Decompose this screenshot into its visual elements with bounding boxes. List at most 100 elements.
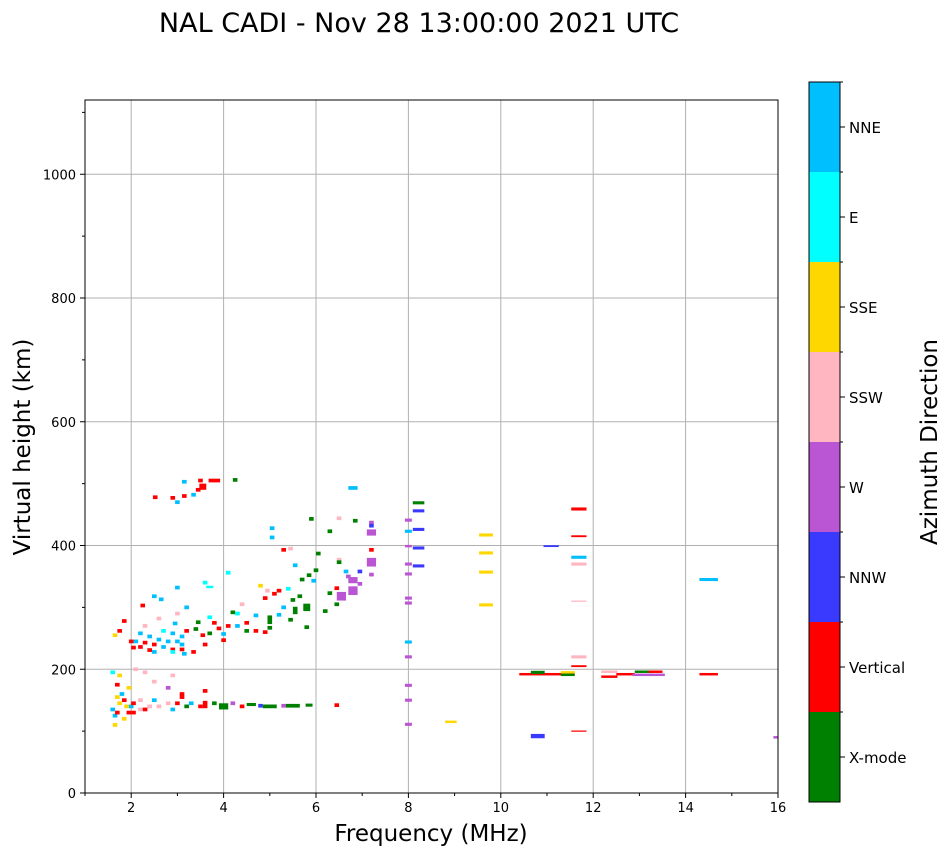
echo-nnw <box>530 733 545 739</box>
echo-vertical <box>175 701 180 706</box>
echo-e <box>206 585 214 589</box>
echo-e <box>285 586 291 591</box>
echo-vertical <box>212 620 217 625</box>
echo-nne <box>343 569 349 574</box>
echo-vertical <box>262 596 268 600</box>
echo-ssw <box>336 516 342 521</box>
echo-sse <box>115 695 120 699</box>
echo-vertical <box>648 670 663 673</box>
echo-w <box>281 703 286 708</box>
x-tick-label: 14 <box>677 801 694 816</box>
echo-x-mode <box>297 594 303 599</box>
echo-ssw <box>151 679 157 684</box>
echo-vertical <box>601 675 618 678</box>
echo-x-mode <box>309 517 314 521</box>
echo-sse <box>117 673 122 678</box>
echo-w <box>346 574 351 579</box>
echo-nne <box>184 605 189 610</box>
colorbar: X-mode Vertical NNW W SSW SSE E NNE <box>808 81 906 803</box>
echo-x-mode <box>322 609 328 613</box>
echo-vertical <box>276 588 282 593</box>
colorbar-swatch-sse <box>809 262 840 352</box>
echo-x-mode <box>193 627 199 631</box>
echo-vertical <box>151 642 157 647</box>
echo-w <box>348 577 358 584</box>
echo-e <box>207 615 213 620</box>
echo-nne <box>571 555 587 559</box>
echo-x-mode <box>292 606 298 615</box>
echo-vertical <box>184 629 189 633</box>
echo-nne <box>175 585 180 590</box>
echo-nne <box>348 486 358 490</box>
echo-vertical <box>195 487 201 492</box>
echo-ssw <box>601 670 618 673</box>
echo-vertical <box>191 650 196 654</box>
echo-ssw <box>571 562 587 566</box>
echo-nne <box>182 479 187 484</box>
echo-nne <box>151 698 157 703</box>
y-tick-label: 600 <box>51 416 76 431</box>
echo-nne <box>170 631 176 636</box>
echo-sse <box>117 701 122 706</box>
echo-nne <box>165 639 171 644</box>
colorbar-swatch-nne <box>809 82 840 172</box>
echo-nne <box>138 631 143 636</box>
echo-sse <box>479 551 493 555</box>
echo-vertical <box>179 647 185 652</box>
echo-nne <box>172 621 178 626</box>
echo-nne <box>175 639 180 644</box>
echo-nne <box>133 639 139 644</box>
echo-x-mode <box>267 625 273 630</box>
echo-vertical <box>239 704 245 709</box>
echo-nnw <box>258 703 263 708</box>
echo-x-mode <box>316 551 321 556</box>
echo-x-mode <box>334 602 340 607</box>
echo-ssw <box>336 557 342 562</box>
echo-vertical <box>126 710 132 715</box>
echo-vertical <box>221 638 226 643</box>
echo-x-mode <box>244 629 250 633</box>
echo-w <box>773 736 778 739</box>
x-tick-label: 12 <box>585 801 602 816</box>
echo-nnw <box>412 564 425 568</box>
echo-vertical <box>369 547 374 552</box>
colorbar-swatch-e <box>809 172 840 262</box>
colorbar-label-ssw: SSW <box>849 389 883 407</box>
data-points <box>110 478 778 739</box>
echo-nne <box>404 640 412 644</box>
echo-x-mode <box>207 631 213 636</box>
echo-vertical <box>334 703 340 707</box>
echo-vertical <box>147 648 152 652</box>
echo-vertical <box>253 629 259 633</box>
echo-x-mode <box>303 603 311 612</box>
echo-w <box>404 655 412 659</box>
y-tick-label: 1000 <box>43 168 76 183</box>
echo-sse <box>124 704 129 709</box>
echo-x-mode <box>267 615 273 625</box>
echo-nne <box>151 594 157 599</box>
echo-nne <box>235 624 240 628</box>
echo-vertical <box>281 547 286 552</box>
echo-nne <box>281 605 286 610</box>
echo-nne <box>170 707 176 712</box>
echo-nne <box>188 701 194 706</box>
echo-vertical <box>272 591 277 596</box>
echo-nne <box>269 535 275 540</box>
echo-ssw <box>133 667 139 672</box>
echo-nne <box>128 704 134 709</box>
echo-sse <box>112 633 118 638</box>
echo-nne <box>311 578 316 583</box>
echo-ssw <box>288 546 293 551</box>
echo-sse <box>121 716 127 721</box>
echo-vertical <box>179 695 185 699</box>
y-tick-label: 400 <box>51 540 76 555</box>
echo-x-mode <box>212 701 217 706</box>
echo-vertical <box>616 672 635 676</box>
echo-x-mode <box>327 591 333 595</box>
echo-ssw <box>165 701 171 706</box>
colorbar-label-nne: NNE <box>849 119 881 137</box>
echo-vertical <box>117 629 122 633</box>
echo-x-mode <box>306 573 312 578</box>
colorbar-label-nnw: NNW <box>849 569 886 587</box>
